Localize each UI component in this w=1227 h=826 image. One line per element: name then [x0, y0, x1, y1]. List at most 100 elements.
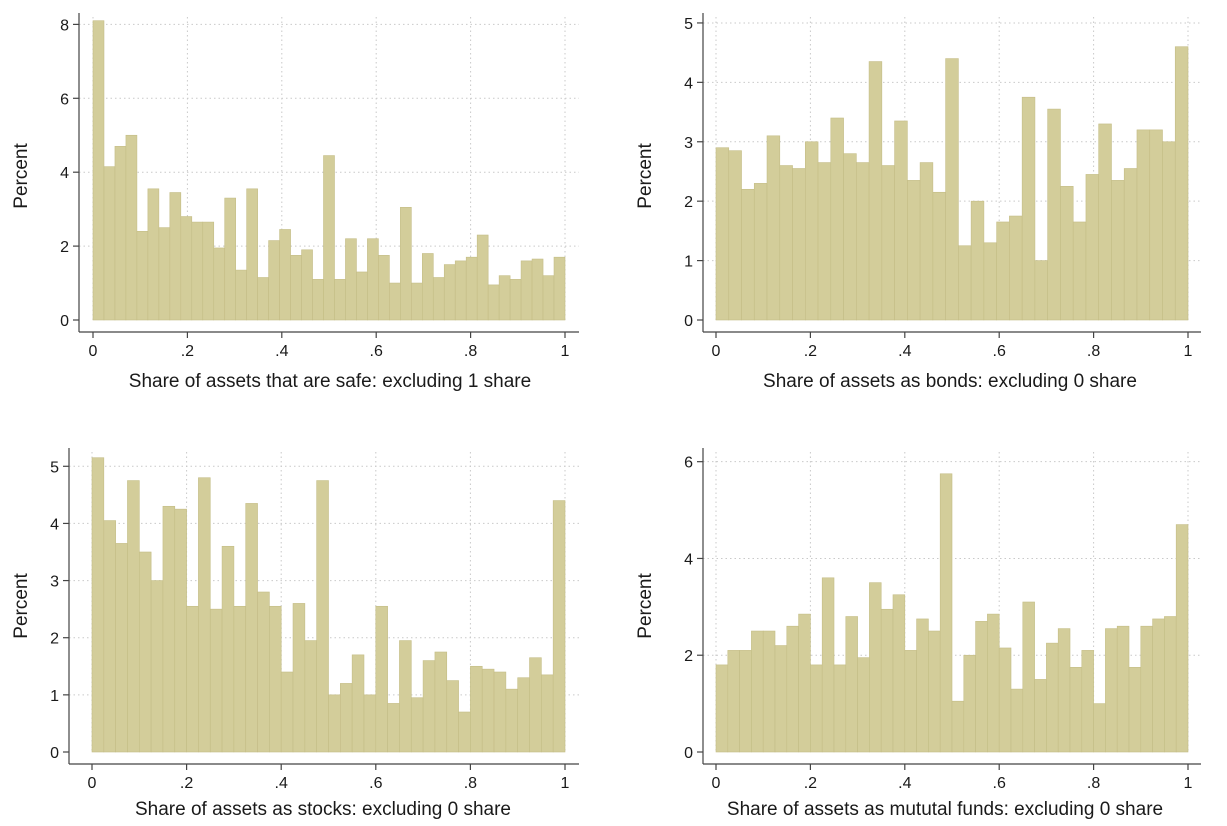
histogram-bar	[434, 651, 448, 753]
y-tick-label: 2	[684, 194, 693, 211]
histogram-bar	[1152, 618, 1165, 753]
y-tick-label: 1	[50, 688, 59, 705]
x-axis-title: Share of assets as bonds: excluding 0 sh…	[763, 371, 1137, 392]
histogram-bar	[202, 221, 215, 321]
histogram-bar	[741, 188, 755, 321]
histogram-bar	[1105, 628, 1118, 753]
y-tick-label: 2	[684, 648, 693, 665]
histogram-bar	[246, 188, 258, 321]
histogram-bar	[1116, 625, 1130, 753]
histogram-bar	[174, 508, 187, 753]
x-axis-title: Share of assets as stocks: excluding 0 s…	[135, 799, 511, 820]
y-tick-label: 0	[50, 745, 59, 762]
histogram-bar	[928, 630, 941, 753]
histogram-bar	[779, 165, 793, 321]
histogram-bar	[378, 255, 390, 321]
histogram-bar	[257, 591, 270, 753]
histogram-bar	[312, 279, 324, 321]
histogram-bar	[345, 238, 357, 321]
histogram-bar	[1162, 141, 1176, 321]
y-tick-label: 0	[60, 313, 69, 330]
histogram-bar	[356, 271, 368, 321]
histogram-bar	[1057, 628, 1071, 753]
histogram-bar	[446, 680, 459, 753]
histogram-bar	[792, 168, 806, 321]
histogram-bar	[422, 660, 436, 753]
histogram-bar	[833, 664, 847, 753]
histogram-bar	[387, 703, 400, 753]
y-tick-label: 8	[60, 17, 69, 34]
histogram-bar	[774, 645, 788, 753]
histogram-bar	[245, 503, 258, 753]
y-tick-label: 0	[684, 313, 693, 330]
histogram-bar	[400, 206, 412, 321]
axes: 0 2 4 6 0 .2 .4 .6 .8 1	[684, 448, 1201, 792]
axes: 0 1 2 3 4 5 0 .2 .4 .6 .8 1	[50, 448, 579, 792]
x-tick-label: .2	[804, 343, 817, 360]
histogram-bar	[817, 162, 832, 321]
histogram-bar	[334, 279, 346, 321]
histogram-bar	[213, 247, 226, 321]
x-tick-label: .8	[1087, 775, 1100, 792]
y-tick-label: 4	[684, 551, 693, 568]
axes: 0 2 4 6 8 0 .2 .4 .6 .8 1	[60, 13, 579, 360]
y-tick-label: 3	[684, 135, 693, 152]
histogram-bar	[498, 275, 511, 321]
histogram-bar	[481, 668, 495, 753]
y-tick-label: 6	[684, 455, 693, 472]
histogram-mutual-funds-share: 0 2 4 6 0 .2 .4 .6 .8 1 Share of assets as mututa…	[635, 448, 1201, 820]
y-tick-label: 4	[684, 75, 693, 92]
histogram-bars	[715, 473, 1189, 753]
histogram-bar	[821, 577, 835, 753]
histogram-bar	[541, 674, 554, 753]
axes: 0 1 2 3 4 5 0 .2 .4 .6 .8 1	[684, 13, 1201, 360]
histogram-bar	[845, 616, 858, 753]
y-tick-label: 5	[50, 459, 59, 476]
histogram-bar	[292, 603, 306, 753]
histogram-bar	[280, 671, 294, 753]
x-axis-title: Share of assets that are safe: excluding…	[129, 371, 531, 392]
histogram-bar	[136, 231, 149, 321]
y-tick-label: 4	[60, 165, 69, 182]
histogram-bar	[856, 162, 870, 321]
y-axis-title: Percent	[635, 573, 656, 639]
histogram-bar	[1123, 168, 1138, 321]
histogram-bar	[1174, 46, 1189, 321]
histogram-bars	[91, 457, 566, 753]
x-tick-label: .8	[464, 343, 477, 360]
x-tick-label: 1	[561, 343, 570, 360]
histogram-bar	[786, 625, 799, 753]
histogram-bar	[939, 473, 953, 753]
histogram-bar	[907, 180, 921, 321]
histogram-bar	[162, 505, 176, 753]
histogram-bars	[715, 46, 1189, 321]
x-tick-label: 0	[88, 775, 97, 792]
histogram-bar	[493, 671, 507, 753]
histogram-bar	[487, 284, 500, 321]
histogram-bar	[115, 543, 128, 753]
histogram-bar	[505, 688, 518, 753]
histogram-bar	[316, 480, 329, 753]
histogram-bar	[715, 147, 730, 321]
histogram-bar	[1128, 667, 1142, 753]
histogram-bar	[422, 253, 434, 321]
histogram-bar	[221, 545, 235, 753]
histogram-bar	[432, 277, 445, 321]
histogram-bar	[257, 277, 269, 321]
histogram-bar	[728, 150, 742, 321]
y-tick-label: 4	[50, 516, 59, 533]
histogram-bar	[1136, 129, 1151, 321]
histogram-bar	[279, 229, 291, 321]
histogram-bar	[727, 650, 740, 753]
histogram-bar	[517, 677, 530, 753]
histogram-bar	[304, 640, 317, 753]
x-tick-label: .4	[898, 343, 911, 360]
histogram-bar	[1175, 524, 1189, 753]
y-tick-label: 2	[60, 239, 69, 256]
histogram-bar	[751, 630, 764, 753]
histogram-bar	[963, 654, 976, 753]
histogram-bonds-share: 0 1 2 3 4 5 0 .2 .4 .6 .8 1 Share of assets as bond…	[635, 13, 1201, 392]
histogram-bar	[458, 711, 471, 753]
histogram-bar	[932, 191, 946, 321]
